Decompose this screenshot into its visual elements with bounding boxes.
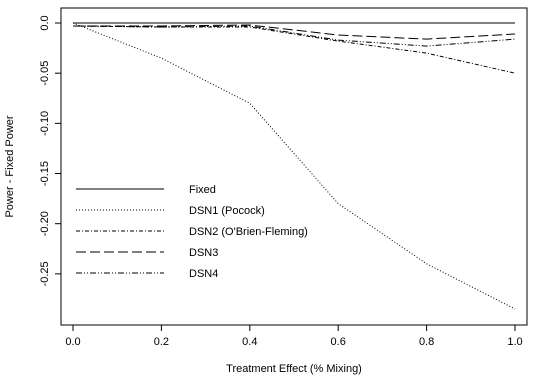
plot-area	[60, 7, 528, 326]
x-tick-label: 0.0	[65, 336, 80, 348]
series-line-5	[72, 25, 516, 47]
legend-label: DSN1 (Pocock)	[189, 205, 265, 217]
y-axis: 0.0 -0.05 -0.10 -0.15 -0.20 -0.25	[39, 15, 61, 286]
legend-label: DSN4	[189, 268, 218, 280]
y-tick-label: -0.25	[39, 261, 51, 286]
series-lines	[72, 22, 516, 310]
x-tick-label: 0.4	[242, 336, 257, 348]
x-tick-label: 0.8	[419, 336, 434, 348]
y-tick-label: -0.20	[39, 211, 51, 236]
x-axis: 0.0 0.2 0.4 0.6 0.8 1.0	[65, 325, 523, 348]
y-tick-label: -0.10	[39, 111, 51, 136]
series-line-4	[73, 24, 516, 40]
legend-label: Fixed	[189, 184, 216, 196]
plot-border	[60, 7, 528, 326]
y-axis-title: Power - Fixed Power	[4, 115, 16, 217]
y-tick-label: 0.0	[39, 15, 51, 30]
y-tick-label: -0.15	[39, 161, 51, 186]
legend-label: DSN3	[189, 247, 218, 259]
x-axis-title: Treatment Effect (% Mixing)	[226, 363, 362, 375]
legend-label: DSN2 (O'Brien-Fleming)	[189, 226, 308, 238]
legend: Fixed DSN1 (Pocock) DSN2 (O'Brien-Fleming)…	[76, 184, 308, 280]
x-tick-label: 0.2	[154, 336, 169, 348]
y-tick-label: -0.05	[39, 61, 51, 86]
x-tick-label: 1.0	[507, 336, 522, 348]
series-line-2	[72, 22, 516, 310]
x-tick-label: 0.6	[331, 336, 346, 348]
